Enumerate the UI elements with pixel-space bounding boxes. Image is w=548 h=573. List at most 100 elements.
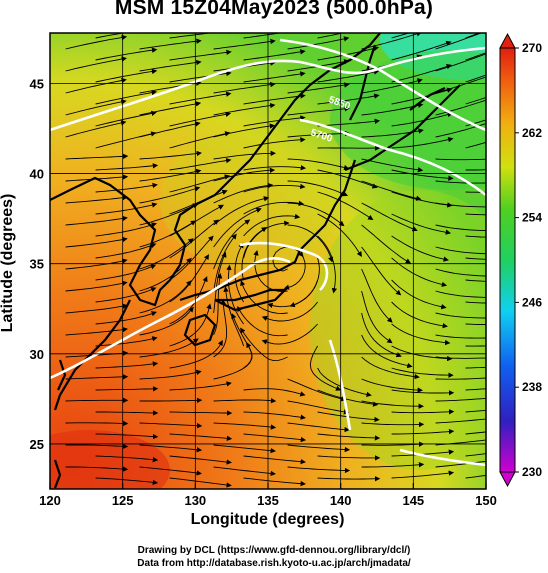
streamline: [240, 327, 288, 362]
streamline: [241, 227, 268, 281]
y-tick-label: 30: [30, 347, 44, 362]
streamline: [139, 257, 192, 292]
colorbar-label: 254: [522, 211, 542, 225]
streamline: [139, 38, 202, 50]
streamline: [435, 123, 486, 138]
streamline: [317, 169, 378, 189]
streamline: [391, 409, 455, 415]
streamline: [465, 366, 486, 369]
streamline: [95, 68, 158, 83]
streamline: [465, 257, 486, 260]
streamline: [361, 441, 425, 447]
streamline: [391, 470, 455, 479]
streamline: [391, 367, 454, 378]
streamline: [95, 287, 157, 303]
streamline: [465, 169, 486, 171]
streamline: [361, 312, 402, 358]
streamline: [287, 158, 350, 171]
streamline: [169, 131, 231, 149]
streamline: [309, 345, 342, 391]
streamline: [213, 397, 277, 404]
streamline: [243, 93, 306, 105]
streamline: [261, 323, 318, 345]
streamline: [169, 433, 233, 442]
streamline: [139, 422, 203, 429]
x-tick-label: 145: [402, 493, 424, 508]
streamline: [317, 213, 362, 257]
streamline: [435, 290, 486, 298]
streamline: [213, 81, 276, 94]
streamline: [65, 420, 129, 427]
colorbar: 270 262 254 246 238 230: [499, 32, 542, 488]
streamline: [317, 191, 374, 221]
streamline: [465, 409, 486, 413]
colorbar-top-arrow: [499, 32, 516, 49]
x-tick-label: 120: [39, 493, 61, 508]
streamline: [213, 466, 276, 477]
streamline: [465, 52, 486, 61]
streamline: [391, 279, 447, 310]
streamline: [169, 174, 231, 193]
streamline: [465, 235, 486, 238]
streamline: [139, 59, 202, 72]
streamline: [65, 194, 129, 204]
streamline: [213, 444, 276, 454]
streamline: [65, 258, 128, 270]
x-tick-label: 135: [257, 493, 279, 508]
streamline: [169, 91, 232, 105]
streamline: [243, 49, 306, 61]
streamline: [213, 196, 270, 226]
streamline: [234, 242, 244, 303]
grid-lines: [50, 33, 486, 489]
streamline: [95, 242, 157, 259]
streamline: [287, 466, 351, 474]
streamline: [287, 130, 351, 138]
y-tick-label: 40: [30, 167, 44, 182]
streamline: [243, 388, 306, 397]
streamline: [95, 202, 158, 215]
streamline: [65, 99, 127, 116]
streamline: [465, 119, 486, 127]
streamline: [465, 74, 486, 83]
streamline: [391, 40, 452, 61]
streamline: [361, 290, 393, 344]
streamline: [65, 397, 129, 403]
colorbar-label: 262: [522, 126, 542, 140]
streamline: [435, 53, 486, 72]
streamline: [65, 34, 128, 50]
streamline: [391, 87, 453, 105]
streamline: [169, 235, 214, 281]
streamline: [361, 356, 420, 380]
streamline: [243, 71, 306, 83]
streamline: [213, 102, 276, 116]
streamline: [361, 158, 424, 173]
streamline: [95, 163, 159, 171]
streamline: [243, 165, 307, 171]
streamline: [139, 338, 199, 358]
streamline: [317, 433, 381, 441]
streamline: [287, 36, 350, 50]
streamline: [95, 336, 158, 347]
streamline: [65, 77, 127, 94]
streamline: [391, 323, 451, 346]
streamline: [391, 136, 454, 149]
streamline: [261, 301, 318, 322]
streamline: [465, 453, 486, 457]
streamline: [361, 202, 418, 232]
x-axis-label: Longitude (degrees): [190, 511, 345, 528]
colorbar-label: 230: [522, 465, 542, 479]
streamline: [139, 150, 202, 160]
streamline: [65, 303, 128, 314]
streamline: [361, 400, 424, 409]
y-tick-label: 25: [30, 437, 44, 452]
streamline: [317, 389, 379, 407]
streamline: [317, 45, 380, 61]
streamline: [391, 33, 411, 39]
streamline: [169, 340, 223, 369]
streamline: [95, 361, 159, 369]
streamline: [169, 33, 232, 39]
streamline: [95, 455, 159, 463]
streamline: [435, 246, 486, 255]
streamline: [435, 76, 486, 94]
